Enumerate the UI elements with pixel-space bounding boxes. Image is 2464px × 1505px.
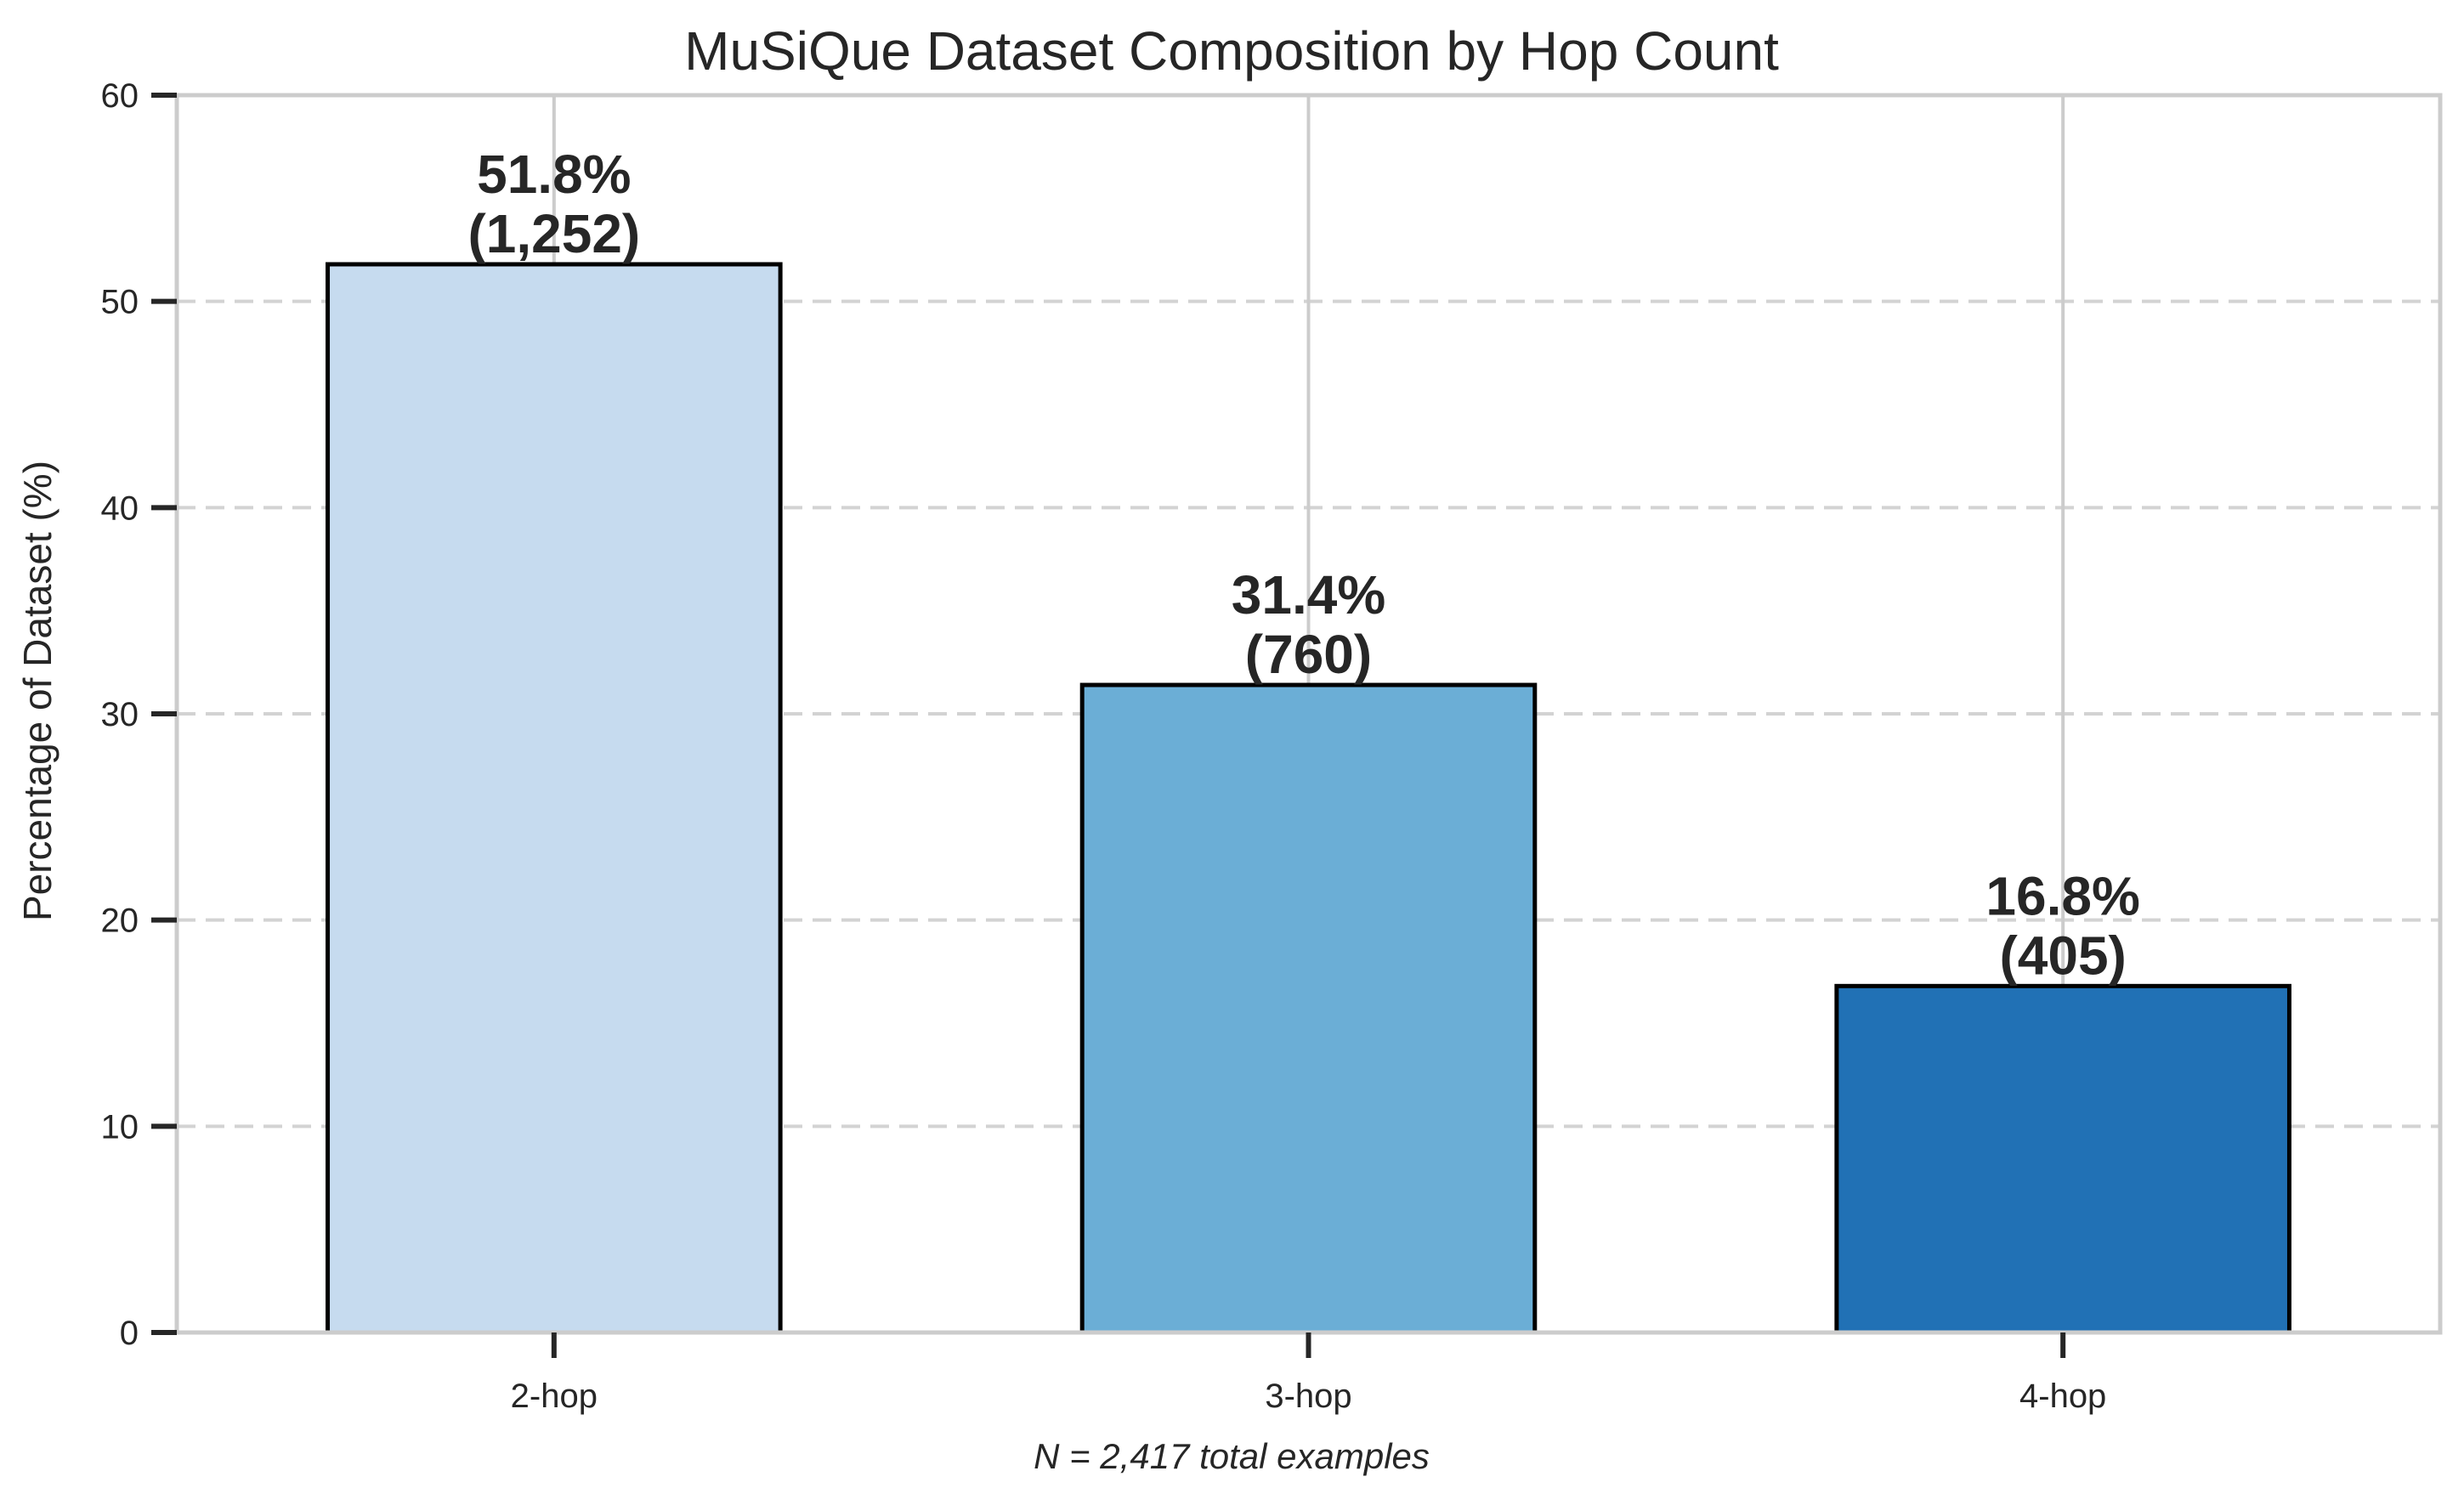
bar-count-label: (405) <box>1999 925 2126 986</box>
tick-layer: 0 10 20 30 40 50 60 2-hop 3-hop 4-hop <box>101 77 2107 1415</box>
bar-3-hop <box>1079 682 1538 1335</box>
y-tick-label: 60 <box>101 77 139 115</box>
y-tick-label: 30 <box>101 696 139 733</box>
y-tick-label: 10 <box>101 1108 139 1146</box>
x-tick-label: 4-hop <box>2019 1378 2106 1415</box>
y-tick-label: 50 <box>101 284 139 321</box>
chart-title: MuSiQue Dataset Composition by Hop Count <box>684 20 1779 82</box>
y-tick-label: 20 <box>101 902 139 940</box>
bar-count-label: (760) <box>1245 624 1372 685</box>
bar-layer <box>326 262 2291 1335</box>
sample-size-note: N = 2,417 total examples <box>1034 1436 1430 1476</box>
label-layer: 51.8%(1,252) 31.4%(760) 16.8%(405) <box>467 144 2139 986</box>
y-tick-label: 0 <box>120 1315 139 1352</box>
bar-value-label: 16.8% <box>1985 865 2139 926</box>
bar-2-hop <box>326 262 783 1335</box>
y-axis-label: Percentage of Dataset (%) <box>15 461 59 921</box>
bar-value-label: 31.4% <box>1232 564 1385 625</box>
bar-count-label: (1,252) <box>467 203 640 264</box>
y-tick-label: 40 <box>101 489 139 527</box>
x-tick-label: 2-hop <box>511 1378 598 1415</box>
bar-4-hop <box>1834 983 2291 1335</box>
bar-value-label: 51.8% <box>477 144 631 205</box>
x-tick-label: 3-hop <box>1265 1378 1351 1415</box>
